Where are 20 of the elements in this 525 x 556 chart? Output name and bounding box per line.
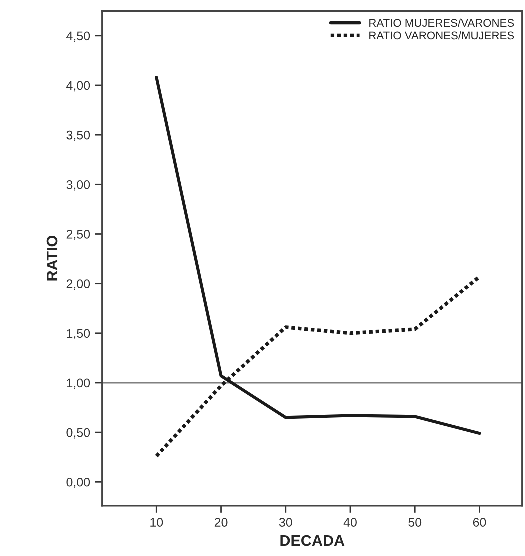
x-tick-label: 50 bbox=[408, 518, 422, 527]
x-tick-label: 60 bbox=[473, 518, 486, 527]
legend-label: RATIO MUJERES/VARONES bbox=[370, 18, 514, 28]
x-axis-title: DECADA bbox=[280, 535, 345, 546]
y-tick-label: 2,50 bbox=[66, 230, 90, 240]
y-tick-label: 1,50 bbox=[67, 329, 90, 340]
x-tick-label: 40 bbox=[344, 518, 357, 527]
x-tick-label: 30 bbox=[279, 518, 292, 527]
y-tick-label: 3,00 bbox=[66, 180, 90, 191]
y-tick-label: 3,50 bbox=[66, 130, 90, 142]
legend-label: RATIO VARONES/MUJERES bbox=[370, 31, 514, 40]
y-tick-label: 2,00 bbox=[66, 280, 90, 290]
y-tick-label: 4,00 bbox=[66, 81, 90, 92]
y-tick-label: 4,50 bbox=[66, 32, 90, 42]
x-tick-label: 20 bbox=[214, 518, 228, 527]
y-tick-label: 0,50 bbox=[66, 428, 90, 439]
x-tick-label: 10 bbox=[150, 518, 164, 527]
y-axis-title: RATIO bbox=[46, 236, 58, 281]
y-tick-label: 1,00 bbox=[67, 378, 90, 390]
y-tick-label: 0,00 bbox=[66, 478, 90, 488]
